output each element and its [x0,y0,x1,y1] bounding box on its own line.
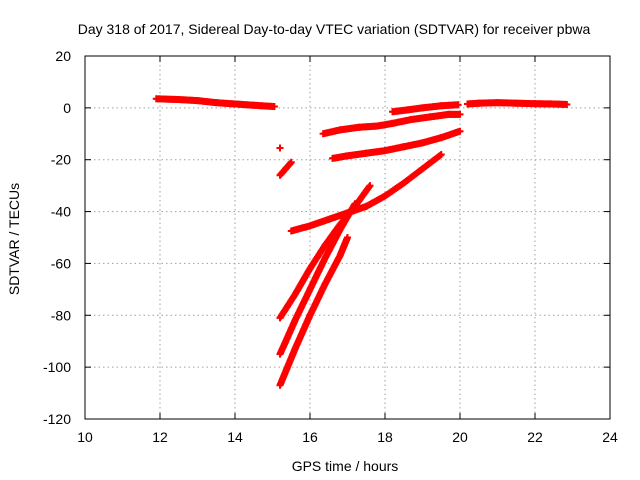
y-axis-label: SDTVAR / TECUs [6,183,22,295]
x-axis-label: GPS time / hours [292,458,399,474]
y-tick-label: -100 [43,359,71,375]
series-2 [276,144,284,152]
x-tick-label: 16 [302,429,318,445]
y-tick-label: -40 [51,204,71,220]
axis-ticks [84,55,611,420]
series-8 [464,99,571,108]
series-11 [276,234,351,389]
y-tick-label: -20 [51,152,71,168]
x-tick-label: 14 [227,429,243,445]
tick-labels: 10 12 14 16 18 20 22 24 20 0 -20 -40 -60 -80 -100 -120 [43,48,618,445]
series-1 [152,95,278,111]
plot-frame [84,55,611,420]
y-tick-label: -80 [51,307,71,323]
series-6 [319,110,464,138]
x-tick-label: 10 [77,429,93,445]
y-tick-label: 0 [63,100,71,116]
y-tick-label: -120 [43,411,71,427]
series-10 [276,200,359,358]
x-tick-label: 12 [152,429,168,445]
x-tick-label: 18 [377,429,393,445]
chart-title: Day 318 of 2017, Sidereal Day-to-day VTE… [78,21,591,37]
plus-marker [276,144,284,152]
x-tick-label: 22 [527,429,543,445]
data-points [152,95,571,389]
series-5 [329,127,464,162]
x-tick-label: 24 [602,429,618,445]
y-tick-label: -60 [51,255,71,271]
series-3 [276,158,295,179]
series-7 [389,101,462,116]
x-tick-label: 20 [452,429,468,445]
y-tick-label: 20 [55,48,71,64]
